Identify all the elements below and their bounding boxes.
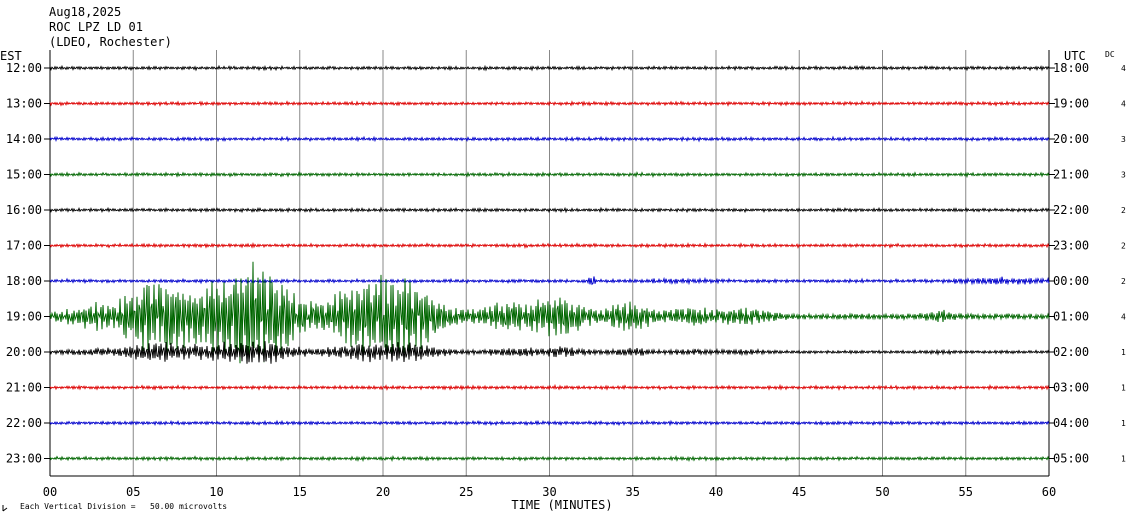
utc-time-label: 21:00: [1053, 168, 1089, 182]
x-tick-label: 00: [43, 485, 57, 499]
est-time-label: 20:00: [6, 345, 42, 359]
est-time-label: 17:00: [6, 239, 42, 253]
x-tick-label: 50: [875, 485, 889, 499]
dc-value: 1: [1121, 384, 1126, 393]
trace-row-1200: [49, 64, 1050, 72]
trace-row-1700: [49, 241, 1050, 249]
grid-lines: [49, 50, 1050, 476]
est-time-label: 19:00: [6, 310, 42, 324]
utc-time-label: 23:00: [1053, 239, 1089, 253]
header-date: Aug18,2025: [49, 5, 121, 19]
x-tick-label: 45: [792, 485, 806, 499]
trace-row-1400: [49, 135, 1050, 143]
est-time-label: 12:00: [6, 61, 42, 75]
dc-value: 1: [1121, 455, 1126, 464]
utc-time-label: 04:00: [1053, 416, 1089, 430]
utc-time-label: 22:00: [1053, 203, 1089, 217]
utc-time-label: 18:00: [1053, 61, 1089, 75]
scale-indicator-icon: [2, 505, 8, 512]
trace-row-2200: [49, 419, 1050, 427]
x-axis-label: TIME (MINUTES): [511, 498, 612, 512]
dc-value: 2: [1121, 206, 1126, 215]
x-tick-label: 05: [126, 485, 140, 499]
scale-note: Each Vertical Division = 50.00 microvolt…: [20, 502, 227, 511]
x-tick-label: 15: [293, 485, 307, 499]
dc-value: 3: [1121, 171, 1126, 180]
x-tick-label: 20: [376, 485, 390, 499]
dc-title: DC: [1105, 50, 1115, 59]
dc-value: 1: [1121, 348, 1126, 357]
dc-value: 3: [1121, 135, 1126, 144]
est-time-label: 18:00: [6, 274, 42, 288]
utc-time-label: 00:00: [1053, 274, 1089, 288]
plot-frame: [49, 50, 1050, 477]
x-tick-label: 55: [959, 485, 973, 499]
seismic-traces: [49, 64, 1050, 463]
row-labels: 12:00 18:00 413:00 19:00 414:00 20:00 315:00 21…: [6, 61, 1126, 466]
x-tick-label: 30: [542, 485, 556, 499]
trace-row-1600: [49, 206, 1050, 214]
dc-value: 4: [1121, 313, 1126, 322]
utc-time-label: 03:00: [1053, 381, 1089, 395]
trace-row-1500: [49, 171, 1050, 179]
x-tick-label: 35: [626, 485, 640, 499]
x-tick-label: 40: [709, 485, 723, 499]
est-time-label: 14:00: [6, 132, 42, 146]
left-axis-title: EST: [0, 49, 22, 63]
right-axis-title: UTC: [1064, 49, 1086, 63]
est-time-label: 21:00: [6, 381, 42, 395]
x-tick-label: 25: [459, 485, 473, 499]
header-location: (LDEO, Rochester): [49, 35, 172, 49]
utc-time-label: 02:00: [1053, 345, 1089, 359]
dc-value: 1: [1121, 419, 1126, 428]
dc-value: 4: [1121, 64, 1126, 73]
est-time-label: 15:00: [6, 168, 42, 182]
dc-value: 2: [1121, 277, 1126, 286]
trace-row-1800: [49, 276, 1050, 286]
trace-row-2300: [49, 454, 1050, 463]
dc-value: 4: [1121, 100, 1126, 109]
est-time-label: 23:00: [6, 452, 42, 466]
est-time-label: 22:00: [6, 416, 42, 430]
trace-row-1900: [49, 261, 1050, 364]
x-tick-label: 60: [1042, 485, 1056, 499]
trace-row-2100: [49, 383, 1050, 392]
est-time-label: 16:00: [6, 203, 42, 217]
est-time-label: 13:00: [6, 97, 42, 111]
utc-time-label: 05:00: [1053, 452, 1089, 466]
x-axis-ticks: 00 05 10 15 20 25 30 35 40 45 50 55 60: [43, 485, 1056, 499]
dc-value: 2: [1121, 242, 1126, 251]
x-tick-label: 10: [209, 485, 223, 499]
utc-time-label: 20:00: [1053, 132, 1089, 146]
utc-time-label: 01:00: [1053, 310, 1089, 324]
header-station: ROC LPZ LD 01: [49, 20, 143, 34]
trace-row-1300: [49, 99, 1050, 107]
trace-row-2000: [49, 341, 1050, 364]
utc-time-label: 19:00: [1053, 97, 1089, 111]
